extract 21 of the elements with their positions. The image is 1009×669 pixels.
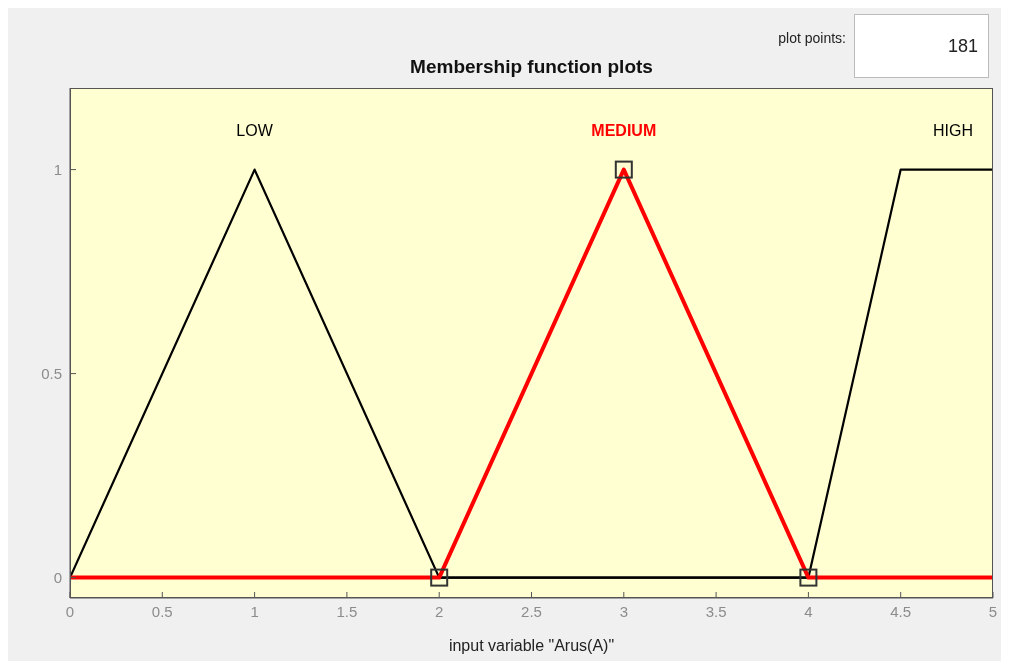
- x-tick-label: 4: [804, 602, 813, 620]
- y-tick-label: 1: [53, 160, 62, 178]
- x-tick-label: 2.5: [521, 602, 542, 620]
- text: plot points:: [778, 30, 846, 46]
- chart-title: Membership function plots: [409, 56, 654, 78]
- x-tick-label: 3.5: [705, 602, 727, 620]
- x-tick-label: 3: [619, 602, 628, 620]
- x-tick-label: 0: [65, 602, 75, 620]
- x-tick-label: 4.5: [890, 602, 912, 620]
- text-field: 181: [854, 14, 989, 78]
- x-axis-title: input variable "Arus(A)": [448, 637, 615, 654]
- x-tick-label: 0.5: [151, 602, 173, 620]
- text: LOW: [236, 121, 274, 139]
- series-label: HIGH: [933, 121, 973, 139]
- text: MEDIUM: [591, 121, 657, 139]
- y-tick-label: 0: [53, 568, 62, 586]
- x-tick-label: 2: [435, 602, 444, 620]
- x-tick-label: 5: [988, 602, 998, 620]
- x-tick-label: 1.5: [336, 602, 358, 620]
- x-tick-label: 1: [250, 602, 259, 620]
- y-tick-label: 0.5: [41, 364, 62, 382]
